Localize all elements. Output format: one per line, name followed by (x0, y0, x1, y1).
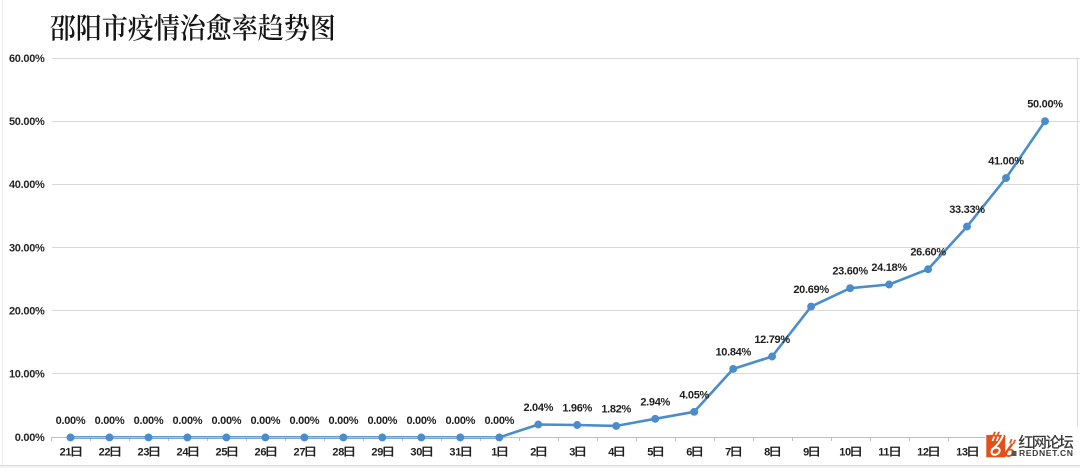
svg-text:30.00%: 30.00% (9, 242, 45, 254)
svg-text:REDNET.CN: REDNET.CN (1019, 448, 1074, 458)
svg-text:7: 7 (725, 447, 731, 459)
svg-text:1.82%: 1.82% (601, 403, 631, 415)
svg-text:0.00%: 0.00% (406, 415, 436, 427)
svg-text:20.00%: 20.00% (9, 306, 45, 318)
svg-text:23.60%: 23.60% (832, 266, 868, 278)
svg-text:10.84%: 10.84% (715, 346, 751, 358)
svg-text:2: 2 (530, 447, 536, 459)
svg-text:0.00%: 0.00% (134, 415, 164, 427)
svg-text:41.00%: 41.00% (988, 156, 1024, 168)
svg-text:50.00%: 50.00% (1027, 99, 1063, 111)
svg-text:11: 11 (878, 447, 889, 459)
svg-text:40.00%: 40.00% (9, 179, 45, 191)
svg-text:33.33%: 33.33% (949, 204, 985, 216)
svg-text:26.60%: 26.60% (910, 247, 946, 259)
svg-text:0.00%: 0.00% (251, 415, 281, 427)
svg-text:31: 31 (449, 447, 461, 459)
svg-text:10.00%: 10.00% (9, 369, 45, 381)
svg-text:6: 6 (686, 447, 692, 459)
svg-text:0.00%: 0.00% (15, 432, 45, 444)
svg-text:1.96%: 1.96% (562, 403, 592, 415)
svg-text:0.00%: 0.00% (173, 415, 203, 427)
svg-text:20.69%: 20.69% (793, 284, 829, 296)
svg-text:50.00%: 50.00% (9, 116, 45, 128)
svg-text:23: 23 (138, 447, 150, 459)
svg-text:25: 25 (216, 447, 228, 459)
svg-text:30: 30 (410, 447, 422, 459)
svg-text:0.00%: 0.00% (329, 415, 359, 427)
svg-text:13: 13 (956, 447, 968, 459)
svg-text:5: 5 (647, 447, 653, 459)
svg-text:60.00%: 60.00% (9, 53, 45, 65)
svg-text:27: 27 (294, 447, 306, 459)
svg-text:29: 29 (371, 447, 383, 459)
svg-text:3: 3 (569, 447, 575, 459)
svg-text:24.18%: 24.18% (871, 262, 907, 274)
svg-text:0.00%: 0.00% (367, 415, 397, 427)
svg-text:0.00%: 0.00% (212, 415, 242, 427)
svg-text:12.79%: 12.79% (754, 334, 790, 346)
svg-text:22: 22 (99, 447, 111, 459)
svg-text:0.00%: 0.00% (484, 415, 514, 427)
svg-text:21: 21 (60, 447, 72, 459)
svg-text:2.94%: 2.94% (640, 396, 670, 408)
svg-text:24: 24 (177, 447, 190, 459)
svg-text:4.05%: 4.05% (679, 389, 709, 401)
svg-text:1: 1 (491, 447, 497, 459)
svg-text:8: 8 (764, 447, 770, 459)
svg-text:10: 10 (839, 447, 851, 459)
svg-text:0.00%: 0.00% (290, 415, 320, 427)
svg-text:0.00%: 0.00% (445, 415, 475, 427)
svg-text:12: 12 (917, 447, 929, 459)
svg-text:0.00%: 0.00% (95, 415, 125, 427)
svg-text:0.00%: 0.00% (56, 415, 86, 427)
svg-text:26: 26 (255, 447, 267, 459)
svg-text:2.04%: 2.04% (523, 402, 553, 414)
svg-text:9: 9 (803, 447, 809, 459)
svg-text:28: 28 (332, 447, 344, 459)
